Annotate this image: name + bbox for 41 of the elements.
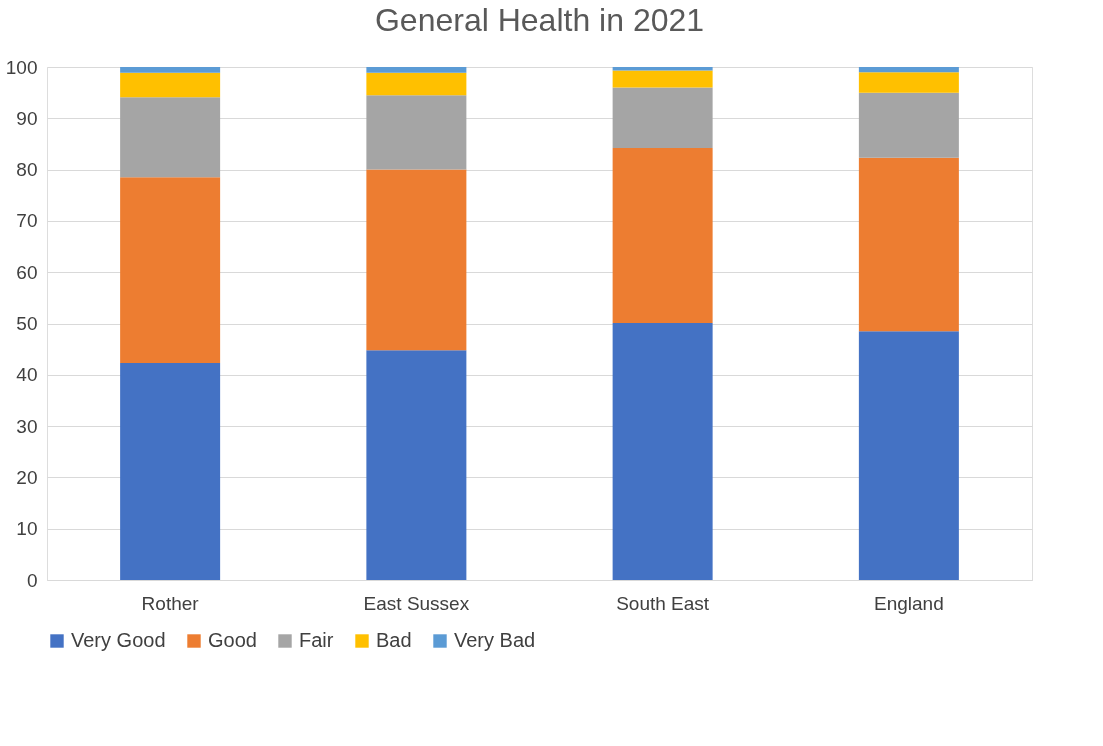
bar (366, 169, 467, 351)
y-tick-label: 10 (16, 518, 38, 540)
bar (120, 97, 221, 178)
y-tick-label: 80 (16, 159, 38, 181)
x-tick-label: England (874, 592, 944, 614)
bar (612, 148, 713, 323)
legend-label: Fair (299, 629, 334, 651)
x-tick-label: East Sussex (363, 592, 470, 614)
x-tick-label: Rother (141, 592, 200, 614)
legend-label: Good (208, 629, 257, 651)
bar (612, 70, 713, 88)
bar (366, 95, 467, 170)
y-tick-label: 0 (26, 569, 38, 591)
bar (858, 157, 959, 332)
bar (366, 72, 467, 96)
bar (612, 322, 713, 580)
y-tick-label: 100 (5, 56, 38, 78)
bar (858, 331, 959, 580)
y-tick-label: 70 (16, 210, 38, 232)
legend-label: Bad (376, 629, 412, 651)
y-tick-label: 20 (16, 466, 38, 488)
y-tick-label: 90 (16, 107, 38, 129)
legend-label: Very Bad (454, 629, 536, 651)
chart-title: General Health in 2021 (374, 2, 705, 38)
bar (120, 72, 221, 98)
y-tick-label: 40 (16, 364, 38, 386)
bar (612, 87, 713, 149)
bar (120, 177, 221, 363)
legend-label: Very Good (71, 629, 166, 651)
bar (612, 67, 713, 71)
y-tick-label: 50 (16, 313, 38, 334)
y-tick-label: 30 (16, 415, 38, 437)
bar (366, 67, 467, 73)
x-tick-label: South East (616, 592, 710, 614)
bar (858, 92, 959, 158)
bar (858, 67, 959, 73)
y-tick-label: 60 (16, 261, 38, 283)
bar (366, 350, 467, 580)
bar (120, 67, 221, 73)
bar (858, 72, 959, 93)
bar (120, 363, 221, 580)
